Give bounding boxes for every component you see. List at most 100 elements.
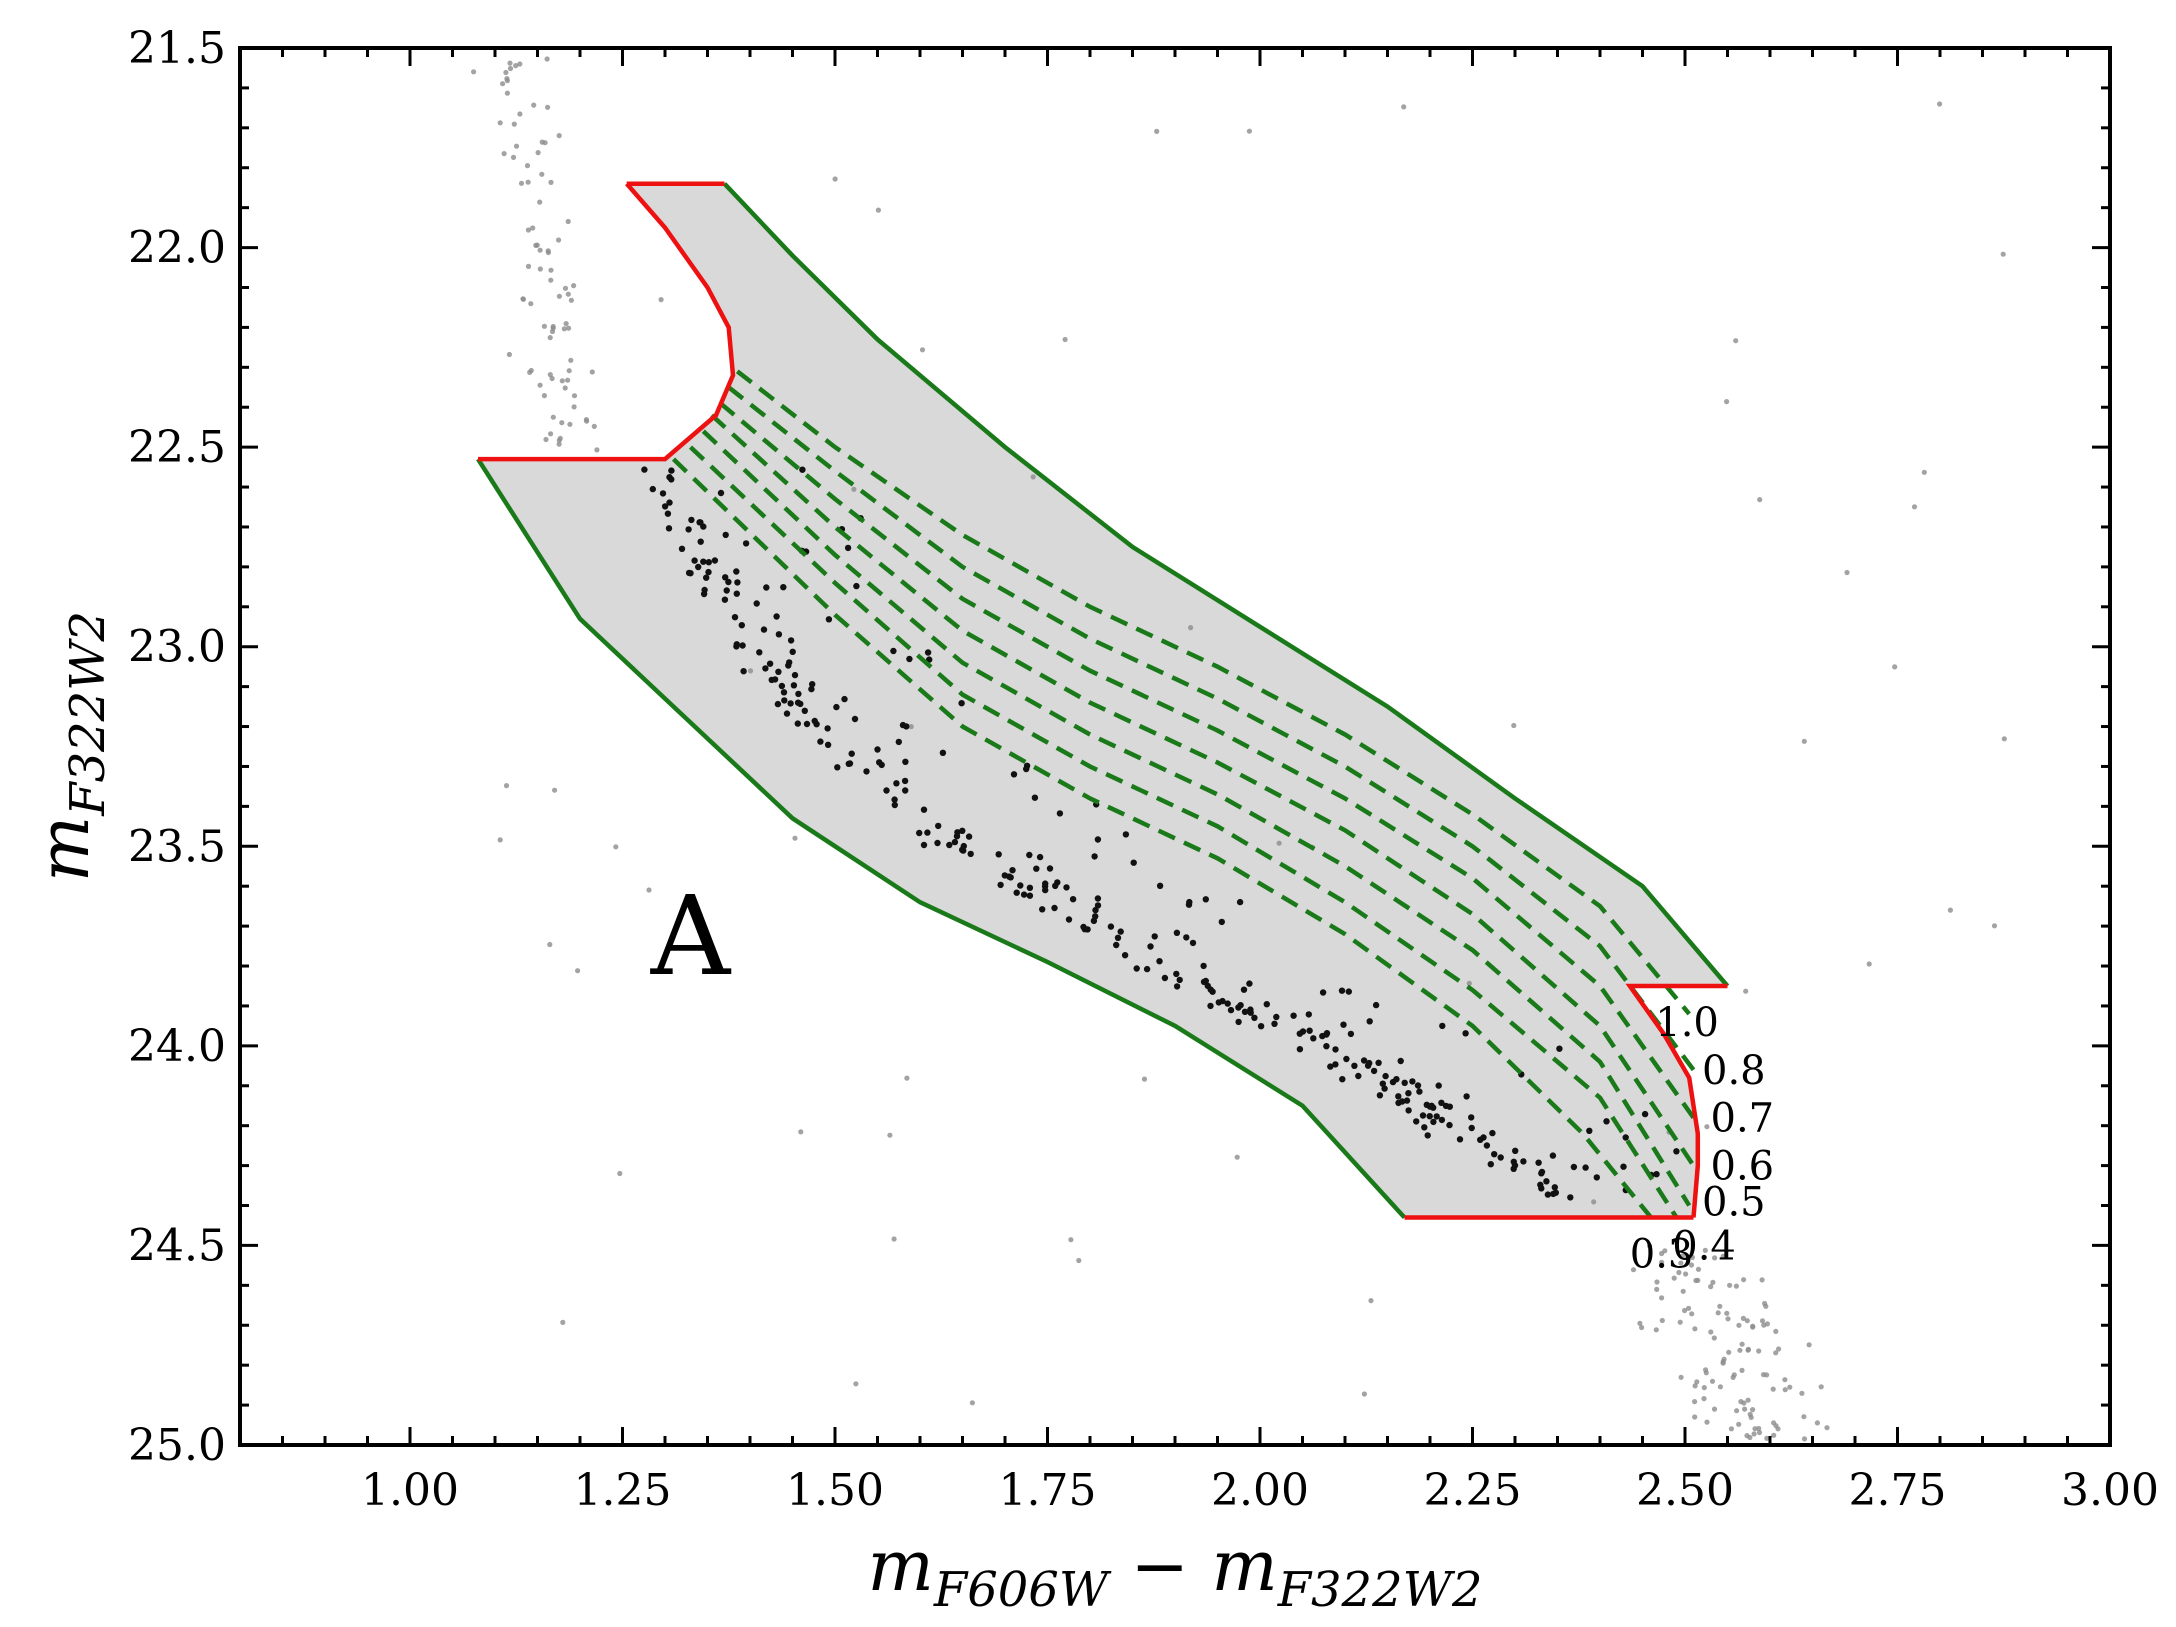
field-star-point [1076,1257,1082,1264]
field-star-point [1773,1328,1779,1334]
selected-star-point [1433,1113,1440,1120]
mass-track-0.8 [727,385,1696,1072]
x-tick-label: 1.50 [786,1465,884,1516]
selected-star-point [959,827,966,834]
selected-star-point [1549,1152,1557,1159]
field-star-point [591,423,597,429]
field-star-point [589,369,595,375]
field-star-point [571,283,577,289]
field-star-point [1708,1284,1714,1290]
selected-star-point [834,764,841,771]
x-tick-label: 2.00 [1211,1465,1309,1516]
field-star-point [1759,1277,1765,1283]
field-star-point [530,225,536,231]
axes-frame-layer [238,46,2112,1447]
selected-star-point [797,700,804,708]
selected-star-point [1423,1101,1431,1109]
field-star-point [563,321,569,327]
field-star-point [1739,1341,1745,1347]
selected-star-point [1090,917,1098,924]
field-star-point [1246,128,1252,134]
field-star-point [1712,1255,1718,1261]
field-star-point [658,297,664,303]
selected-star-point [1593,1174,1601,1181]
field-star-point [1720,1253,1726,1259]
field-star-point [559,378,565,384]
selected-star-point [817,738,824,745]
selected-star-point [1039,906,1046,913]
selected-star-point [641,466,648,473]
field-star-point [566,368,572,374]
field-star-point [548,179,554,185]
selected-star-point [841,695,848,703]
selected-star-point [1121,952,1129,959]
field-star-point [1937,101,1943,107]
selected-star-point [1511,1162,1519,1169]
field-star-point [560,1319,566,1325]
selected-star-point [1446,1121,1453,1129]
selected-star-point [1176,976,1183,984]
field-star-point [575,968,581,974]
selected-star-point [1306,1027,1313,1034]
selected-star-point [1413,1118,1420,1125]
selected-star-point [1556,1045,1563,1052]
selected-star-point [1489,1129,1496,1137]
selected-star-point [781,697,788,704]
selected-star-point [705,559,712,566]
field-star-point [1678,1374,1684,1380]
field-star-point [1692,1326,1698,1332]
field-star-point [1866,961,1872,967]
selected-star-point [1468,1114,1475,1121]
field-star-point [531,102,537,108]
selected-star-point [1031,794,1039,801]
selected-star-point [1094,902,1102,909]
field-star-point [1368,1298,1374,1304]
selected-star-point [1133,965,1140,972]
field-star-point [1654,1279,1660,1285]
field-star-point [556,237,562,243]
selected-star-point [664,510,672,517]
selected-star-point [691,557,698,564]
selected-star-point [1323,1043,1330,1050]
selected-star-point [705,568,712,576]
selected-star-point [1395,1093,1402,1100]
field-star-point [547,941,553,948]
selected-star-point [916,829,923,837]
field-star-point [1686,1305,1692,1311]
selected-star-point [756,649,763,656]
field-star-point [537,266,543,272]
field-star-point [1591,1199,1597,1205]
selected-star-point [649,485,656,493]
mass-track-label: 0.5 [1702,1180,1766,1226]
selected-star-point [1092,906,1099,914]
field-star-point [1653,1327,1659,1333]
selected-star-point [1389,1078,1397,1086]
field-star-point [1748,1414,1754,1420]
field-star-point [1715,1310,1721,1316]
field-star-point [1704,1419,1710,1425]
x-tick-label: 2.75 [1849,1465,1947,1516]
selected-star-point [1582,1164,1589,1171]
field-star-point [1401,104,1407,110]
y-axis-title: mF322W2 [23,611,116,882]
selected-star-point [1419,1112,1427,1119]
selected-star-point [1202,896,1210,903]
field-star-point [565,291,571,297]
x-tick-label: 1.00 [361,1465,459,1516]
field-star-point [1677,1319,1683,1325]
field-star-point [541,393,548,399]
field-star-point [504,90,510,96]
mass-track-1.0 [735,369,1691,1016]
selected-star-point [1366,1059,1373,1067]
selected-star-point [902,758,909,765]
field-star-point [747,668,754,674]
field-star-point [1742,1406,1748,1412]
field-star-point [507,65,514,72]
selected-star-point [809,681,816,688]
field-star-point [875,207,882,213]
selected-star-point [954,829,961,836]
mass-track-label: 1.0 [1655,1000,1719,1046]
field-star-point [969,1400,976,1406]
selected-star-point [1063,884,1070,891]
selected-star-point [1487,1161,1495,1168]
